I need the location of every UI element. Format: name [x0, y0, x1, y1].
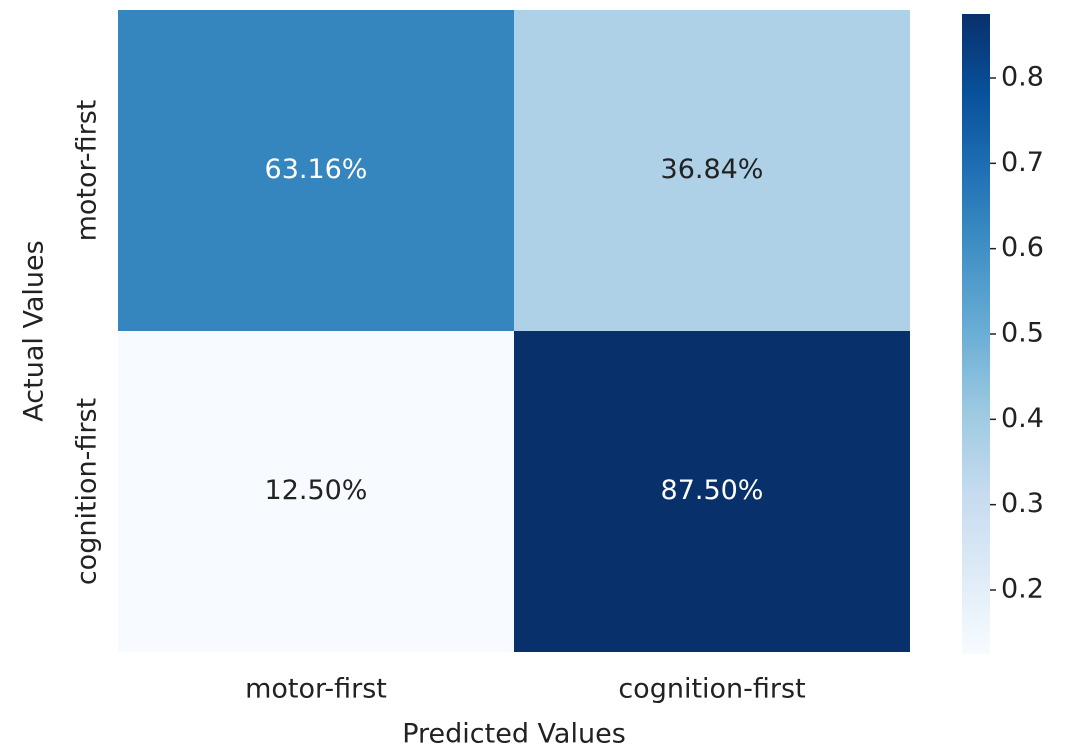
y-tick-label: motor-first — [72, 100, 103, 242]
cell-label: 63.16% — [265, 154, 368, 185]
colorbar-tick-label: 0.2 — [1001, 574, 1044, 605]
x-axis-label: Predicted Values — [402, 719, 626, 750]
cell-label: 36.84% — [661, 154, 764, 185]
colorbar-tick-label: 0.4 — [1001, 403, 1044, 434]
colorbar-tick-label: 0.5 — [1001, 318, 1044, 349]
colorbar-tick-label: 0.8 — [1001, 62, 1044, 93]
heatmap-cell — [514, 331, 910, 652]
heatmap-cell — [514, 10, 910, 331]
y-axis-label: Actual Values — [19, 240, 50, 421]
heatmap-cell — [118, 10, 514, 331]
colorbar-tick-label: 0.6 — [1001, 232, 1044, 263]
heatmap-cell — [118, 331, 514, 652]
cell-label: 12.50% — [265, 475, 368, 506]
y-tick-label: cognition-first — [72, 398, 103, 585]
x-tick-label: motor-first — [245, 674, 387, 705]
x-tick-label: cognition-first — [618, 674, 805, 705]
colorbar — [962, 14, 990, 654]
cell-label: 87.50% — [661, 475, 764, 506]
colorbar-tick-label: 0.7 — [1001, 147, 1044, 178]
colorbar-tick-label: 0.3 — [1001, 488, 1044, 519]
